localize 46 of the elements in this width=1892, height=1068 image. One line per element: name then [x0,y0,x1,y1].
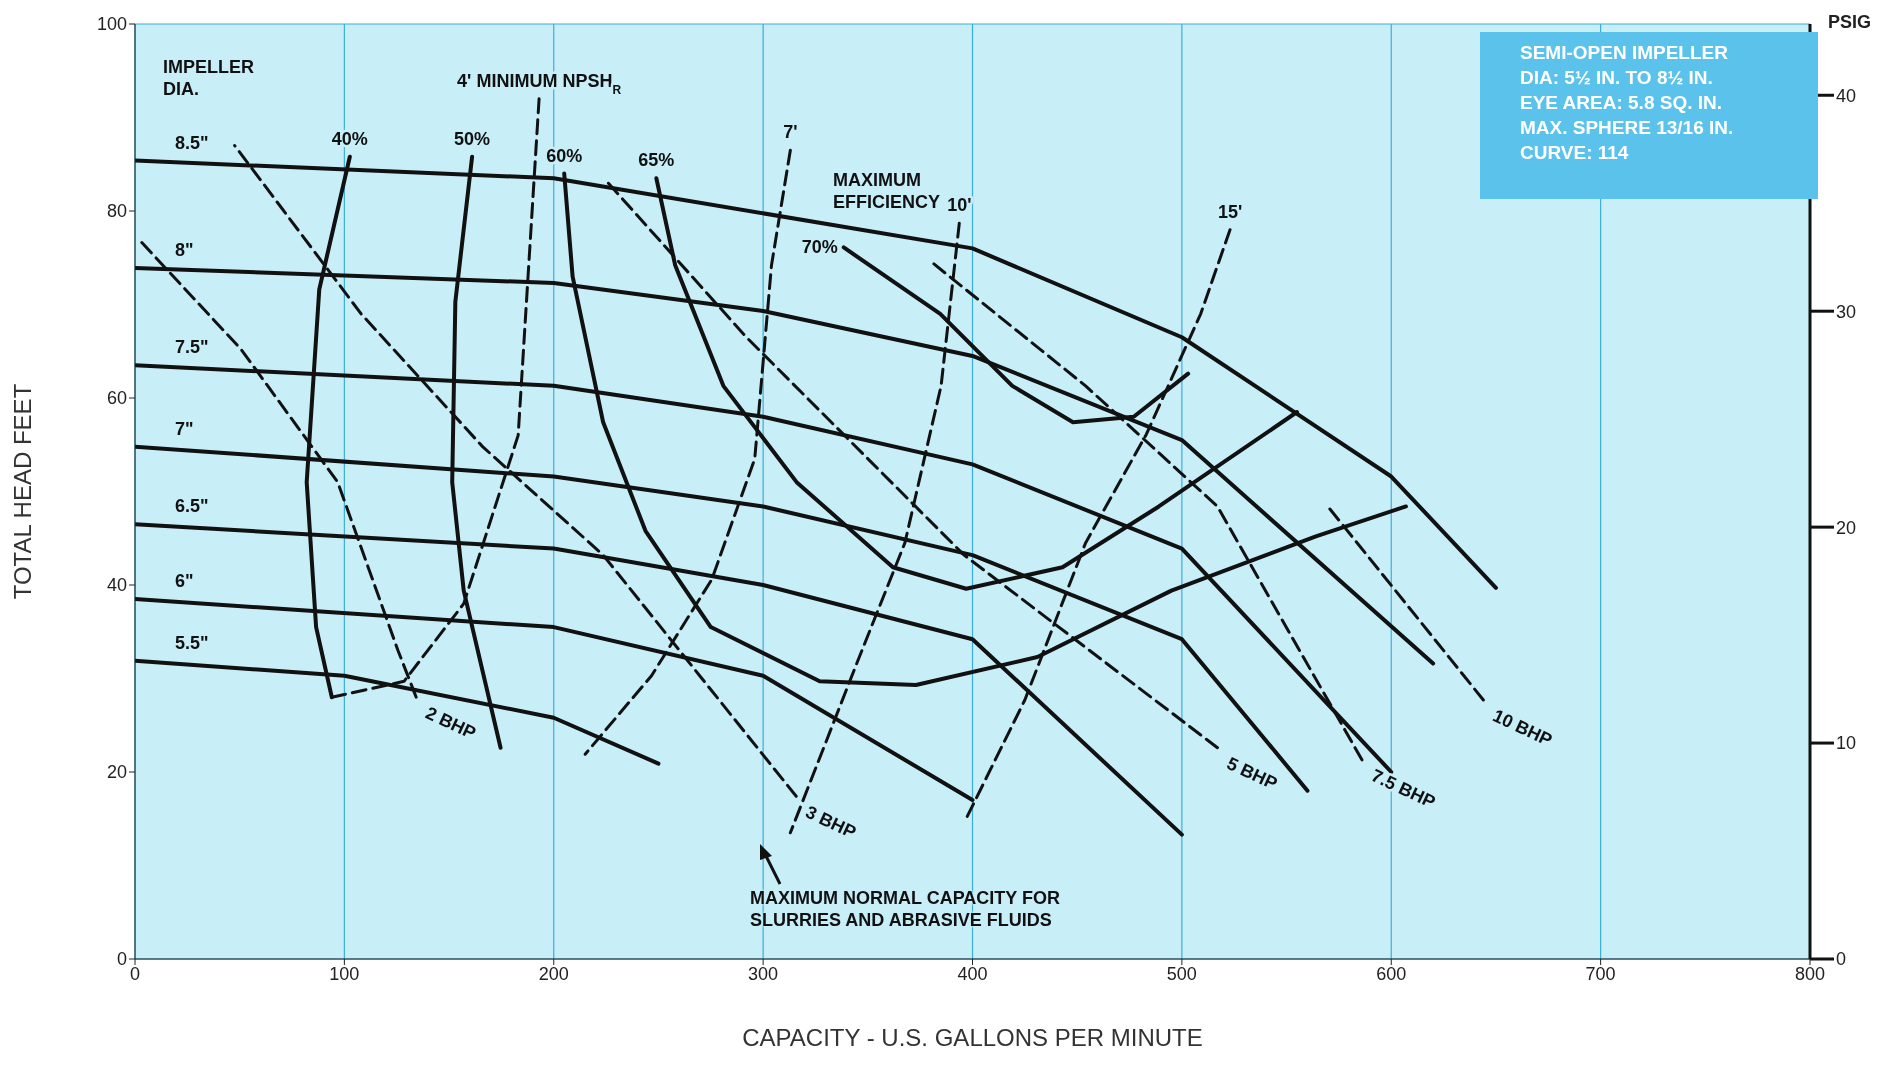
y-axis-title: TOTAL HEAD FEET [8,383,36,600]
info-box: SEMI-OPEN IMPELLER DIA: 5½ IN. TO 8½ IN. EYE AREA: 5.8 SQ. IN. MAX. SPHERE 13/16 IN. CURVE: 114 [1480,32,1818,199]
text: 10 BHP [1489,705,1556,751]
text: 3 BHP [802,801,860,843]
series-label: 10' [947,195,972,216]
y-tick-label: 40 [106,575,127,596]
series-label: 60% [546,145,583,166]
y2-axis-title: PSIG [1828,12,1872,33]
series-label: 70% [801,237,838,258]
y2-tick-label: 0 [1836,949,1847,970]
series-label: 7' [783,122,798,143]
series-label: 5.5" [175,632,209,653]
y-tick-label: 100 [96,14,127,35]
series-label: 7" [175,418,194,439]
x-axis-title: CAPACITY - U.S. GALLONS PER MINUTE [742,1024,1203,1051]
annotation: IMPELLER DIA. [163,56,255,100]
series-label: 50% [454,128,491,149]
text: 5 BHP [1223,753,1281,794]
series-label: 6.5" [175,496,209,517]
x-tick-label: 300 [748,963,779,984]
x-tick-label: 700 [1585,963,1616,984]
series-label: 15' [1217,201,1243,222]
x-tick-label: 800 [1794,963,1826,984]
y2-tick-label: 30 [1836,301,1857,322]
y2-tick-label: 10 [1836,733,1857,754]
series-label: 8.5" [175,132,209,153]
x-tick-label: 400 [957,963,988,984]
text: 7.5 BHP [1368,765,1439,813]
x-tick-label: 100 [329,963,360,984]
y2-tick-label: 20 [1836,517,1857,538]
series-label: 4' MINIMUM NPSH$_{R}$ [457,70,622,97]
y2-tick-label: 40 [1836,85,1857,106]
y-tick-label: 20 [106,762,127,783]
series-label: 65% [638,150,675,171]
x-tick-label: 200 [538,963,569,984]
series-label: 6" [175,571,194,592]
x-tick-label: 600 [1376,963,1407,984]
annotation: MAXIMUM EFFICIENCY [833,169,941,213]
series-label: 7.5" [175,337,209,358]
text: 2 BHP [422,702,479,744]
series-label: 8" [175,240,194,261]
y-tick-label: 60 [106,388,127,409]
x-tick-label: 0 [129,963,141,984]
y-tick-label: 80 [106,201,127,222]
x-tick-label: 500 [1166,963,1197,984]
y-tick-label: 0 [116,949,127,970]
